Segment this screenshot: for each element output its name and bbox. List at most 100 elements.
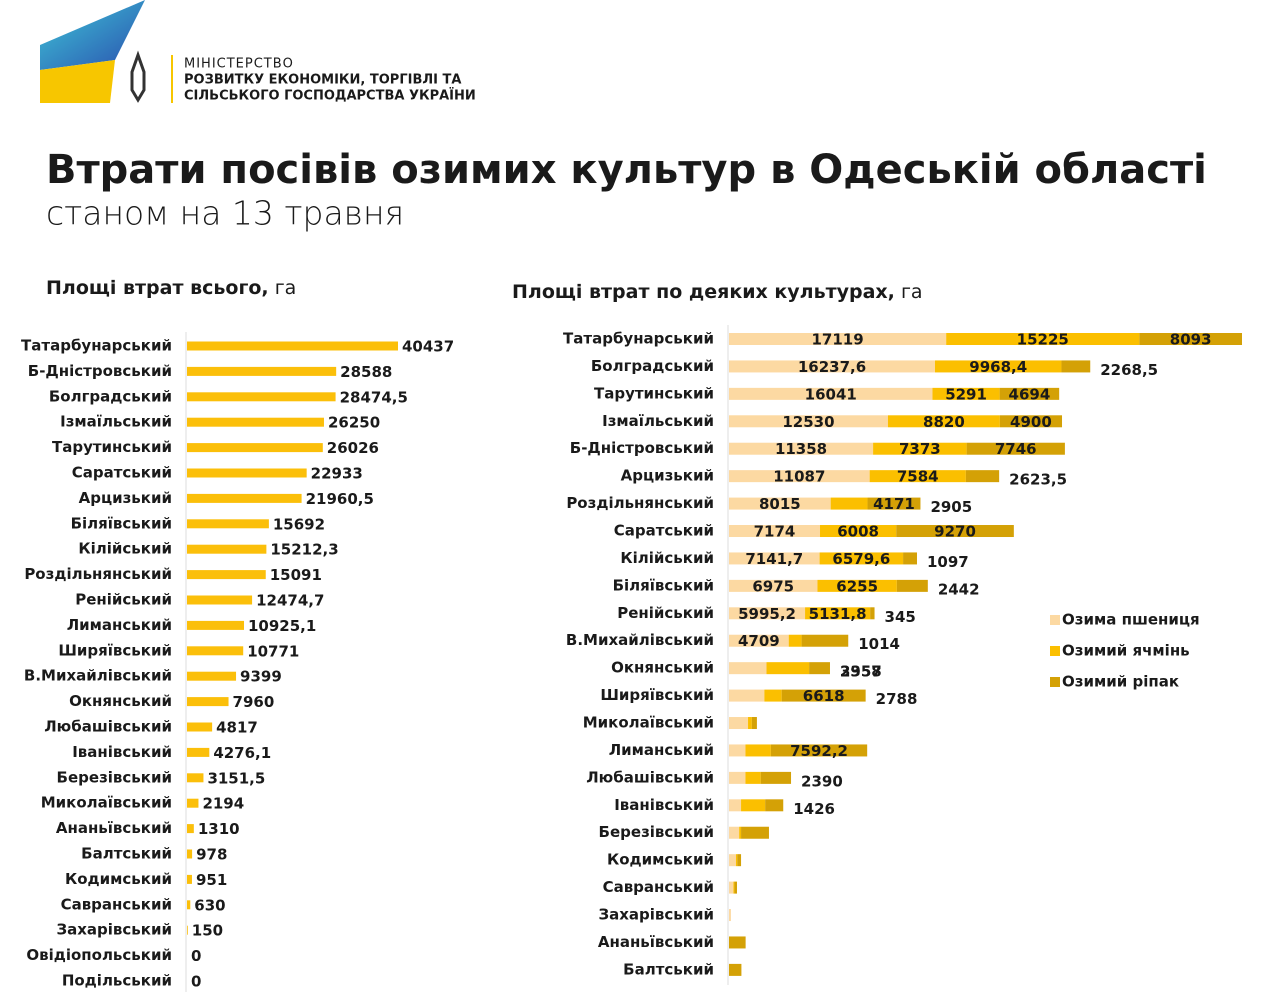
bar-segment xyxy=(729,525,821,538)
value-label: 15091 xyxy=(270,566,322,584)
chart-title: Площі втрат всього, га xyxy=(46,277,296,299)
category-label: Балтський xyxy=(623,960,714,978)
value-label: 6975 xyxy=(752,577,794,595)
category-label: Ширяївський xyxy=(600,686,714,704)
category-label: Саратський xyxy=(72,464,172,482)
bar xyxy=(187,697,229,707)
value-label: 40437 xyxy=(402,338,454,356)
category-label: Любашівський xyxy=(44,718,172,736)
value-label: 15225 xyxy=(1017,331,1069,349)
value-label: 9270 xyxy=(934,523,976,541)
category-label: Ізмаїльський xyxy=(60,413,172,431)
legend-swatch xyxy=(1050,677,1060,687)
value-label: 16237,6 xyxy=(798,358,866,376)
bar-segment xyxy=(999,387,1060,400)
value-label: 5291 xyxy=(945,385,987,403)
value-label: 7746 xyxy=(995,440,1037,458)
category-label: Кілійський xyxy=(78,540,172,558)
bar xyxy=(187,366,337,376)
category-label: Подільський xyxy=(62,972,172,990)
bar xyxy=(187,417,324,427)
bar xyxy=(187,493,302,503)
bar xyxy=(187,722,213,732)
value-label: 2788 xyxy=(876,690,918,708)
bar-segment xyxy=(1139,333,1242,345)
category-label: Роздільнянський xyxy=(24,565,172,583)
bar-segment xyxy=(745,744,771,757)
value-label: 8093 xyxy=(1170,331,1212,349)
bar xyxy=(187,519,269,529)
value-label: 6008 xyxy=(837,523,879,541)
value-label: 6579,6 xyxy=(832,550,890,568)
value-label: 11358 xyxy=(775,440,827,458)
legend-swatch xyxy=(1050,646,1060,656)
bar-segment xyxy=(729,936,746,949)
bar-segment xyxy=(729,854,736,867)
bar xyxy=(187,773,204,783)
category-label: Савранський xyxy=(603,878,714,896)
bar xyxy=(187,747,210,757)
category-label: Арцизький xyxy=(621,467,714,485)
bar-segment xyxy=(781,689,866,702)
bar-segment xyxy=(801,634,849,647)
value-label: 7592,2 xyxy=(790,742,848,760)
category-label: Б-Дністровський xyxy=(28,362,172,380)
bar-segment xyxy=(819,552,904,565)
value-label: 2957 xyxy=(840,663,882,681)
value-label: 7373 xyxy=(899,440,941,458)
value-label: 9968,4 xyxy=(969,358,1027,376)
bar-segment xyxy=(965,470,1000,483)
bar xyxy=(187,798,199,808)
bar-segment xyxy=(729,442,874,455)
value-label: 28474,5 xyxy=(340,388,408,406)
bar xyxy=(187,646,244,656)
category-label: Овідіопольський xyxy=(26,946,172,964)
category-label: Балтський xyxy=(81,845,172,863)
value-label: 8820 xyxy=(923,413,965,431)
bar-segment xyxy=(729,799,742,812)
bar-segment xyxy=(729,881,734,894)
value-label: 26026 xyxy=(327,439,379,457)
value-label: 16041 xyxy=(805,385,857,403)
bar-segment xyxy=(734,881,737,894)
bar-segment xyxy=(729,552,820,565)
value-label: 345 xyxy=(885,608,916,626)
value-label: 1014 xyxy=(858,635,900,653)
bar-segment xyxy=(770,744,868,757)
bar-segment xyxy=(1061,360,1091,373)
category-label: Захарівський xyxy=(56,921,172,939)
bar-segment xyxy=(729,387,933,400)
bar-segment xyxy=(932,387,1000,400)
chart-title-main: Площі втрат всього, xyxy=(46,277,269,299)
bar-segment xyxy=(766,662,810,675)
value-label: 2905 xyxy=(930,498,972,516)
value-label: 26250 xyxy=(328,414,380,432)
category-label: Любашівський xyxy=(586,768,714,786)
category-label: Окнянський xyxy=(611,659,714,677)
value-label: 978 xyxy=(196,846,227,864)
category-label: Ананьївський xyxy=(56,819,172,837)
bar-segment xyxy=(788,634,802,647)
category-label: Березівський xyxy=(599,823,714,841)
value-label: 7584 xyxy=(897,468,939,486)
bar-segment xyxy=(765,799,784,812)
value-label: 630 xyxy=(194,896,225,914)
value-label: 2268,5 xyxy=(1100,361,1158,379)
bar-segment xyxy=(729,415,888,428)
category-label: Іванівський xyxy=(72,743,172,761)
bar-segment xyxy=(999,415,1063,428)
bar-segment xyxy=(733,881,735,894)
bar xyxy=(187,925,188,935)
bar-segment xyxy=(737,854,742,867)
bar-segment xyxy=(741,826,769,839)
value-label: 7174 xyxy=(754,523,796,541)
category-label: Біляївський xyxy=(613,576,714,594)
title: Втрати посівів озимих культур в Одеській… xyxy=(46,147,1207,193)
category-label: В.Михайлівський xyxy=(566,631,714,649)
bar-segment xyxy=(867,497,921,510)
chart-title: Площі втрат по деяких культурах, га xyxy=(512,281,923,303)
bar-segment xyxy=(820,525,897,538)
value-label: 0 xyxy=(191,947,201,965)
category-label: Ренійський xyxy=(75,591,172,609)
